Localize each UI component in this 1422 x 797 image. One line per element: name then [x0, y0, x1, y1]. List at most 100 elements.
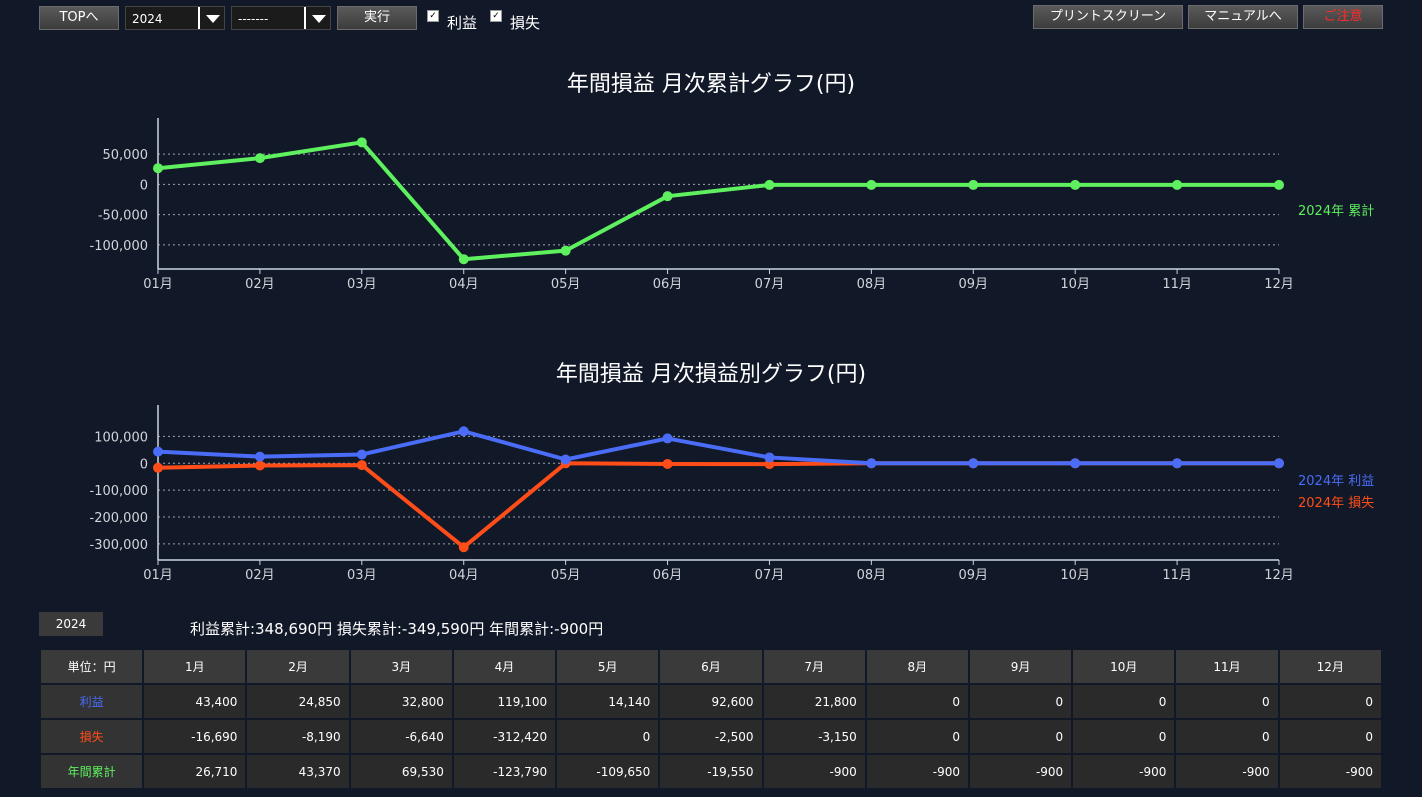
x-tick-label: 03月 [347, 568, 377, 583]
table-cell: -900 [967, 753, 1074, 790]
data-point [356, 137, 367, 148]
data-point [1172, 179, 1183, 190]
data-point [1172, 458, 1183, 469]
x-tick-label: 04月 [449, 568, 479, 583]
table-cell: 0 [1277, 718, 1384, 755]
y-tick-label: -50,000 [98, 209, 148, 224]
year-select[interactable]: 2024 [125, 6, 225, 30]
y-tick-label: 0 [140, 178, 148, 193]
data-point [764, 179, 775, 190]
data-point [356, 449, 367, 460]
table-cell: -900 [1277, 753, 1384, 790]
data-point [968, 179, 979, 190]
data-point [254, 460, 265, 471]
month-header: 4月 [451, 648, 558, 685]
x-tick-label: 05月 [551, 568, 581, 583]
table-cell: 21,800 [761, 683, 867, 720]
x-tick-label: 08月 [857, 568, 887, 583]
table-cell: 14,140 [555, 683, 661, 720]
chart2-title: 年間損益 月次損益別グラフ(円) [555, 362, 867, 387]
profit-row: 利益 43,400 24,850 32,800 119,100 14,140 92,600 2… [38, 683, 1384, 720]
x-tick-label: 05月 [551, 277, 581, 292]
row-label: 利益 [38, 683, 145, 720]
chart1-title: 年間損益 月次累計グラフ(円) [566, 72, 856, 97]
manual-button[interactable]: マニュアルへ [1188, 5, 1298, 29]
table-cell: 0 [1071, 683, 1177, 720]
table-cell: 0 [1174, 683, 1280, 720]
data-point [254, 153, 265, 164]
profit-checkbox[interactable]: ✓ [427, 10, 439, 22]
table-cell: 0 [1174, 718, 1280, 755]
row-label: 年間累計 [38, 753, 145, 790]
x-tick-label: 12月 [1264, 277, 1294, 292]
x-tick-label: 12月 [1264, 568, 1294, 583]
row-label: 損失 [38, 718, 145, 755]
table-cell: 32,800 [348, 683, 454, 720]
data-point [458, 426, 469, 437]
data-point [356, 460, 367, 471]
x-tick-label: 11月 [1162, 277, 1192, 292]
data-point [1070, 458, 1081, 469]
table-cell: 26,710 [142, 753, 248, 790]
x-tick-label: 10月 [1060, 568, 1090, 583]
x-tick-label: 08月 [857, 277, 887, 292]
loss-checkbox-label: 損失 [510, 14, 541, 32]
table-cell: -900 [761, 753, 867, 790]
legend-label: 2024年 累計 [1298, 203, 1374, 219]
chevron-down-icon [304, 7, 330, 29]
x-tick-label: 07月 [755, 277, 785, 292]
table-cell: 119,100 [451, 683, 558, 720]
monthly-table: 単位：円 1月 2月 3月 4月 5月 6月 7月 8月 9月 10月 11月 … [38, 648, 1384, 790]
cumulative-line-chart: 50,000 0 -50,000 -100,000 01月 02月 03月 04月 05月 06月… [90, 118, 1374, 292]
data-point [458, 542, 469, 553]
notice-button[interactable]: ご注意 [1303, 5, 1383, 29]
data-point [1274, 458, 1284, 469]
table-cell: -2,500 [658, 718, 764, 755]
table-cell: 0 [864, 683, 970, 720]
year-tag: 2024 [39, 612, 103, 636]
month-header: 9月 [967, 648, 1074, 685]
month-header: 6月 [658, 648, 764, 685]
month-select-value: ------- [238, 12, 269, 26]
table-cell: -3,150 [761, 718, 867, 755]
month-header: 11月 [1174, 648, 1280, 685]
table-cell: 43,370 [245, 753, 351, 790]
table-cell: 0 [1071, 718, 1177, 755]
data-point [153, 163, 163, 174]
table-cell: 43,400 [142, 683, 248, 720]
month-header: 12月 [1277, 648, 1384, 685]
print-screen-button[interactable]: プリントスクリーン [1033, 5, 1183, 29]
x-tick-label: 02月 [245, 568, 275, 583]
data-point [662, 458, 673, 469]
table-cell: 0 [967, 718, 1074, 755]
year-select-value: 2024 [132, 12, 163, 26]
month-header: 1月 [142, 648, 248, 685]
loss-checkbox[interactable]: ✓ [490, 10, 502, 22]
table-cell: 0 [1277, 683, 1384, 720]
x-tick-label: 07月 [755, 568, 785, 583]
table-cell: -900 [1071, 753, 1177, 790]
legend-label: 2024年 利益 [1298, 474, 1374, 489]
top-button[interactable]: TOPへ [39, 6, 119, 30]
data-point [560, 245, 571, 256]
x-tick-label: 09月 [958, 277, 988, 292]
table-cell: -8,190 [245, 718, 351, 755]
table-cell: -109,650 [555, 753, 661, 790]
cumulative-row: 年間累計 26,710 43,370 69,530 -123,790 -109,650 -1… [38, 753, 1384, 790]
y-tick-label: -300,000 [90, 538, 148, 553]
month-select[interactable]: ------- [231, 6, 331, 30]
data-point [662, 191, 673, 202]
run-button[interactable]: 実行 [337, 6, 417, 30]
profit-loss-line-chart: 100,000 0 -100,000 -200,000 -300,000 01月 02月 03… [90, 405, 1374, 583]
table-cell: 92,600 [658, 683, 764, 720]
x-tick-label: 11月 [1162, 568, 1192, 583]
month-header: 8月 [864, 648, 970, 685]
data-point [1070, 179, 1081, 190]
x-tick-label: 10月 [1060, 277, 1090, 292]
table-cell: 24,850 [245, 683, 351, 720]
table-cell: -123,790 [451, 753, 558, 790]
series-line [157, 429, 1279, 466]
x-tick-label: 09月 [958, 568, 988, 583]
y-tick-label: 100,000 [94, 430, 148, 445]
month-header: 5月 [555, 648, 661, 685]
